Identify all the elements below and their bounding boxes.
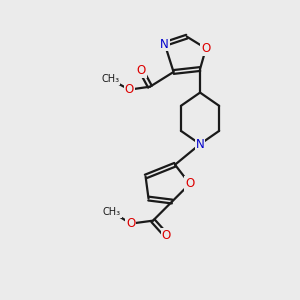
Text: O: O (201, 42, 211, 55)
Text: O: O (126, 217, 136, 230)
Text: O: O (162, 229, 171, 242)
Text: O: O (185, 177, 194, 190)
Text: CH₃: CH₃ (101, 74, 119, 84)
Text: N: N (160, 38, 169, 50)
Text: O: O (125, 83, 134, 96)
Text: CH₃: CH₃ (103, 207, 121, 217)
Text: O: O (136, 64, 146, 77)
Text: N: N (196, 138, 204, 151)
